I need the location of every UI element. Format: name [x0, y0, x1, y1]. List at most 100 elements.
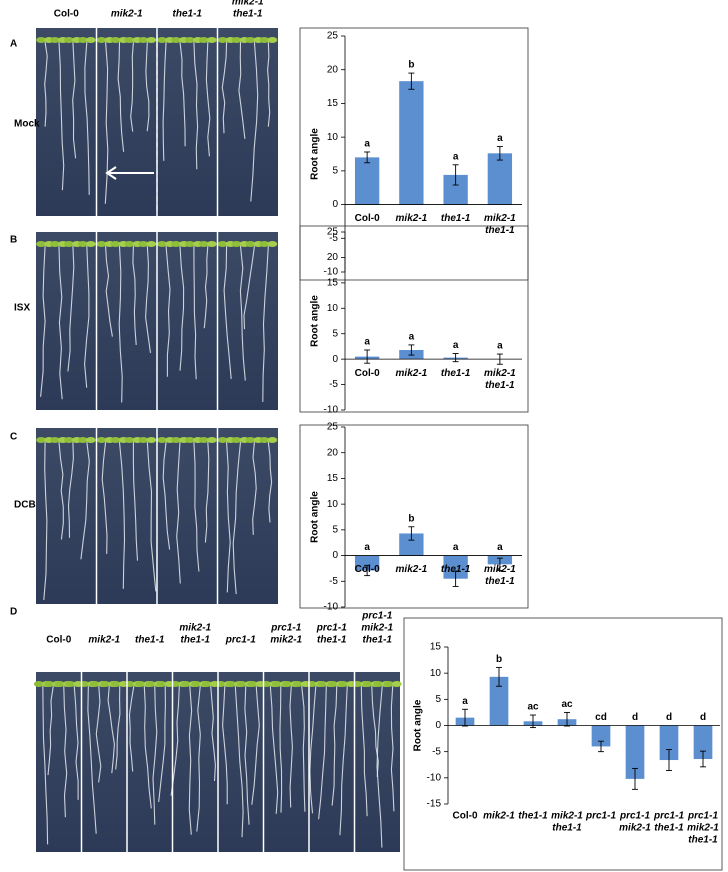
category-label: mik2-1: [396, 368, 428, 379]
leaf: [157, 437, 168, 443]
root: [238, 41, 246, 139]
leaf: [383, 681, 394, 687]
leaf: [184, 437, 195, 443]
bar: [443, 555, 468, 579]
y-tick-label: 25: [327, 31, 339, 42]
genotype-label: mik2-1: [270, 635, 302, 646]
leaf: [110, 37, 121, 43]
root: [72, 41, 77, 159]
genotype-label: the1-1: [317, 635, 347, 646]
root: [279, 685, 283, 813]
y-axis-label: Root angle: [310, 491, 321, 543]
genotype-label: mik2-1: [361, 623, 393, 634]
leaf: [191, 681, 202, 687]
leaf: [245, 37, 256, 43]
significance-label: ac: [561, 699, 573, 710]
leaf: [85, 437, 96, 443]
significance-label: a: [497, 341, 503, 352]
genotype-label: prc1-1: [270, 623, 301, 634]
y-tick-label: 15: [327, 473, 339, 484]
root: [193, 441, 200, 572]
significance-label: b: [496, 654, 502, 665]
significance-label: ac: [527, 702, 539, 713]
bar: [625, 725, 645, 779]
leaf: [267, 437, 278, 443]
leaf: [259, 37, 270, 43]
root: [47, 685, 54, 776]
category-label: prc1-1: [585, 811, 616, 822]
y-tick-label: 5: [332, 328, 338, 339]
root: [196, 685, 201, 832]
bar: [693, 725, 713, 759]
root: [205, 41, 211, 157]
root: [269, 685, 279, 814]
leaf: [292, 681, 303, 687]
leaf: [124, 37, 135, 43]
root: [44, 41, 48, 127]
root: [84, 245, 90, 388]
leaf: [54, 681, 65, 687]
root: [130, 41, 134, 132]
leaf: [100, 681, 111, 687]
bar: [354, 157, 380, 205]
y-tick-label: 25: [327, 227, 339, 238]
significance-label: a: [453, 542, 459, 553]
y-tick-label: -10: [427, 772, 442, 783]
y-tick-label: 0: [332, 199, 338, 210]
leaf: [170, 437, 181, 443]
genotype-label: prc1-1: [316, 623, 347, 634]
root: [146, 441, 157, 592]
leaf: [327, 681, 338, 687]
category-label: Col-0: [355, 368, 380, 379]
genotype-label: prc1-1: [361, 611, 392, 622]
y-tick-label: 5: [332, 524, 338, 535]
root: [40, 245, 46, 397]
leaf: [282, 681, 293, 687]
category-label: the1-1: [654, 823, 684, 834]
leaf: [259, 241, 270, 247]
category-label: mik2-1: [484, 564, 516, 575]
genotype-label: prc1-1: [225, 635, 256, 646]
category-label: Col-0: [453, 811, 478, 822]
leaf: [184, 241, 195, 247]
category-label: mik2-1: [484, 213, 516, 224]
root: [170, 685, 180, 796]
leaf: [198, 241, 209, 247]
leaf: [217, 37, 228, 43]
category-label: the1-1: [441, 213, 471, 224]
leaf: [77, 37, 88, 43]
leaf: [231, 437, 242, 443]
root: [267, 441, 273, 523]
category-label: the1-1: [441, 564, 471, 575]
root: [226, 441, 231, 593]
category-label: prc1-1: [619, 811, 650, 822]
root: [318, 685, 327, 820]
y-tick-label: 10: [327, 132, 339, 143]
root: [152, 685, 158, 825]
y-axis-label: Root angle: [310, 128, 321, 180]
root: [43, 441, 48, 600]
y-tick-label: -5: [329, 379, 338, 390]
significance-label: a: [497, 133, 503, 144]
category-label: the1-1: [552, 823, 582, 834]
root: [251, 685, 260, 805]
panel-letter: A: [10, 39, 17, 50]
leaf: [217, 437, 228, 443]
leaf: [236, 681, 247, 687]
bar: [489, 676, 509, 726]
bar: [659, 725, 679, 761]
significance-label: b: [408, 60, 414, 71]
root: [179, 41, 186, 147]
significance-label: a: [364, 139, 370, 150]
leaf: [146, 437, 157, 443]
category-label: Col-0: [355, 564, 380, 575]
root: [165, 245, 171, 377]
bar: [399, 81, 424, 205]
leaf: [157, 37, 168, 43]
leaf: [226, 681, 237, 687]
leaf: [201, 681, 212, 687]
genotype-label: Col-0: [46, 635, 71, 646]
leaf: [89, 681, 100, 687]
genotype-label: mik2-1: [232, 0, 264, 8]
